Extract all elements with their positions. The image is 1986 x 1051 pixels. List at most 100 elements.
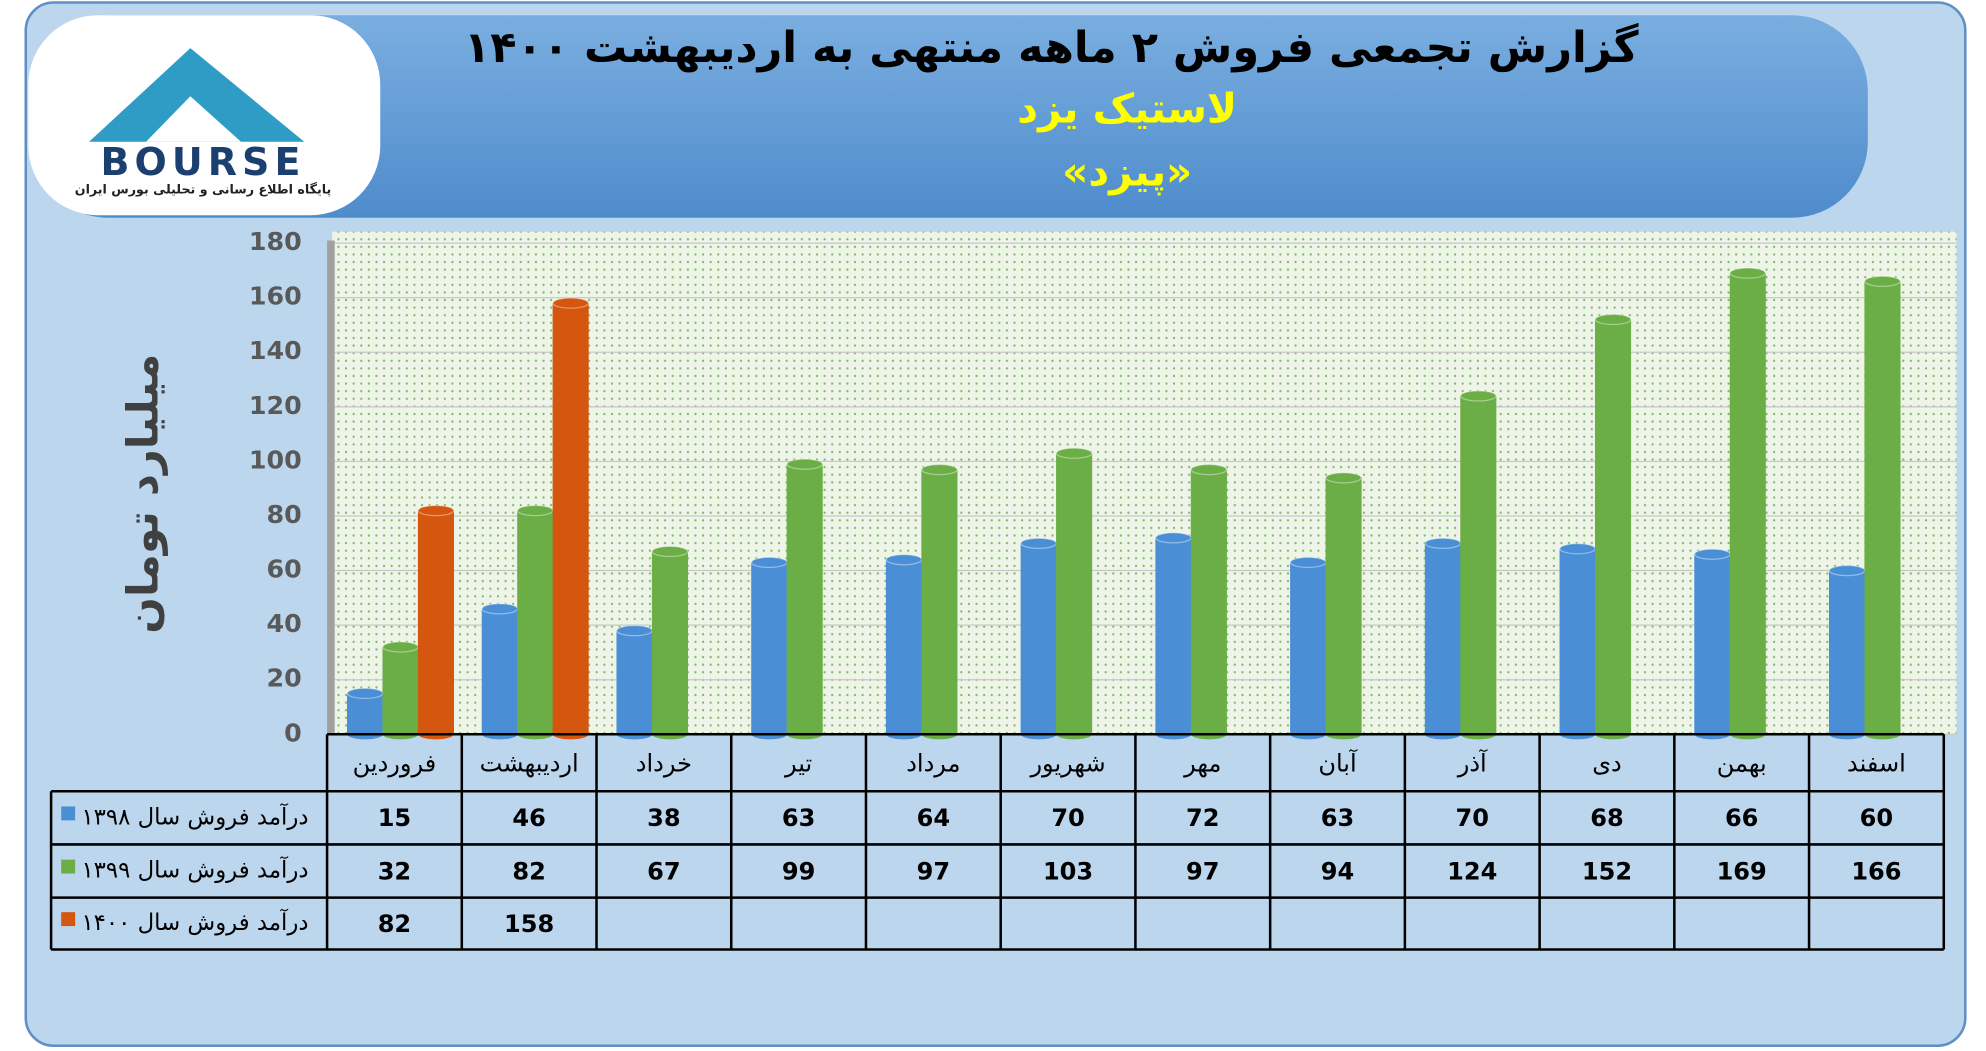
bar — [616, 630, 653, 735]
bar — [1694, 553, 1731, 735]
y-tick-label: 80 — [267, 499, 302, 529]
bar — [1460, 395, 1497, 735]
table-value: 63 — [1321, 804, 1354, 832]
bar-cap — [1289, 556, 1327, 569]
x-tick-label: بهمن — [1717, 750, 1767, 778]
logo-name: BOURSE — [101, 140, 306, 184]
legend-label: درآمد فروش سال ۱۳۹۸ — [81, 802, 308, 830]
bar — [1325, 477, 1362, 735]
bar-cap — [786, 458, 824, 470]
bar-cap — [1693, 548, 1731, 560]
table-value: 67 — [647, 857, 680, 885]
bar-cap — [516, 504, 554, 517]
y-tick-label: 0 — [284, 717, 302, 747]
bar — [921, 469, 958, 735]
bar-cap — [1864, 275, 1901, 287]
bar-cap — [1828, 564, 1866, 577]
chart-subtitle: لاستیک یزد — [1017, 84, 1237, 132]
table-value: 94 — [1321, 857, 1354, 885]
bar — [885, 559, 922, 735]
bar — [751, 562, 788, 735]
x-tick-label: آذر — [1457, 749, 1488, 778]
table-value: 38 — [647, 804, 680, 832]
bar — [382, 646, 419, 735]
table-value: 169 — [1717, 857, 1767, 885]
bar-cap — [616, 624, 653, 637]
bar — [552, 302, 589, 735]
bar-cap — [750, 556, 788, 569]
bar-cap — [1055, 447, 1093, 459]
legend-swatch — [61, 912, 76, 927]
bar — [481, 608, 518, 735]
table-value: 99 — [782, 857, 815, 885]
plot-wall — [327, 240, 335, 735]
bar-cap — [552, 297, 590, 309]
y-tick-label: 40 — [267, 608, 302, 638]
table-value: 46 — [512, 804, 545, 832]
table-value: 32 — [378, 857, 411, 885]
x-tick-label: تیر — [784, 750, 812, 778]
bar — [1594, 319, 1632, 735]
bar — [1424, 542, 1461, 735]
bar-cap — [346, 687, 384, 700]
bar — [651, 551, 688, 735]
table-value: 70 — [1456, 804, 1489, 832]
y-tick-label: 20 — [267, 663, 302, 693]
bar-cap — [1559, 543, 1596, 555]
bar — [786, 463, 823, 735]
bar — [517, 510, 554, 735]
bar — [1559, 548, 1596, 735]
y-tick-label: 100 — [249, 444, 302, 474]
bar — [1190, 469, 1227, 735]
table-value: 72 — [1186, 804, 1219, 832]
table-value: 60 — [1860, 804, 1893, 832]
bar-cap — [1190, 463, 1228, 476]
x-tick-label: مهر — [1183, 750, 1221, 778]
bar — [1155, 537, 1192, 735]
table-value: 64 — [917, 804, 950, 832]
table-value: 70 — [1051, 804, 1084, 832]
x-tick-label: آبان — [1318, 749, 1358, 778]
x-tick-label: مرداد — [906, 750, 960, 778]
bar — [1056, 452, 1093, 735]
y-axis-label: میلیارد تومان — [119, 354, 169, 634]
y-tick-label: 180 — [249, 226, 302, 256]
bar-cap — [382, 641, 419, 653]
plot-area — [332, 231, 1957, 735]
table-value: 158 — [504, 910, 554, 938]
bar — [1864, 280, 1901, 735]
bar-cap — [1594, 313, 1632, 326]
bar-cap — [1325, 472, 1362, 484]
bar-cap — [1020, 537, 1058, 549]
bar-cap — [481, 603, 519, 615]
logo-icon — [89, 48, 305, 142]
table-value: 63 — [782, 804, 815, 832]
bar — [1729, 272, 1766, 735]
x-tick-label: اسفند — [1847, 750, 1906, 778]
bar — [1020, 542, 1057, 735]
symbol: «پیزد» — [1062, 148, 1192, 196]
legend-swatch — [61, 806, 76, 821]
y-tick-label: 60 — [267, 554, 302, 584]
y-tick-label: 160 — [249, 281, 302, 311]
table-value: 68 — [1590, 804, 1623, 832]
bar-cap — [1729, 267, 1767, 279]
legend-label: درآمد فروش سال ۱۴۰۰ — [81, 908, 308, 936]
table-value: 82 — [512, 857, 545, 885]
table-value: 103 — [1043, 857, 1093, 885]
bar-cap — [1155, 532, 1192, 544]
logo-icon — [146, 96, 241, 142]
x-tick-label: خرداد — [636, 750, 692, 778]
bar-cap — [1459, 390, 1497, 402]
banner — [32, 15, 1868, 218]
table-value: 152 — [1582, 857, 1632, 885]
legend-swatch — [61, 859, 76, 874]
bar-cap — [1424, 537, 1462, 549]
y-tick-label: 120 — [249, 390, 302, 420]
x-tick-label: اردیبهشت — [480, 750, 579, 778]
table-value: 166 — [1851, 857, 1901, 885]
y-tick-label: 140 — [249, 335, 302, 365]
bar — [417, 510, 454, 735]
x-tick-label: شهریور — [1029, 750, 1105, 778]
